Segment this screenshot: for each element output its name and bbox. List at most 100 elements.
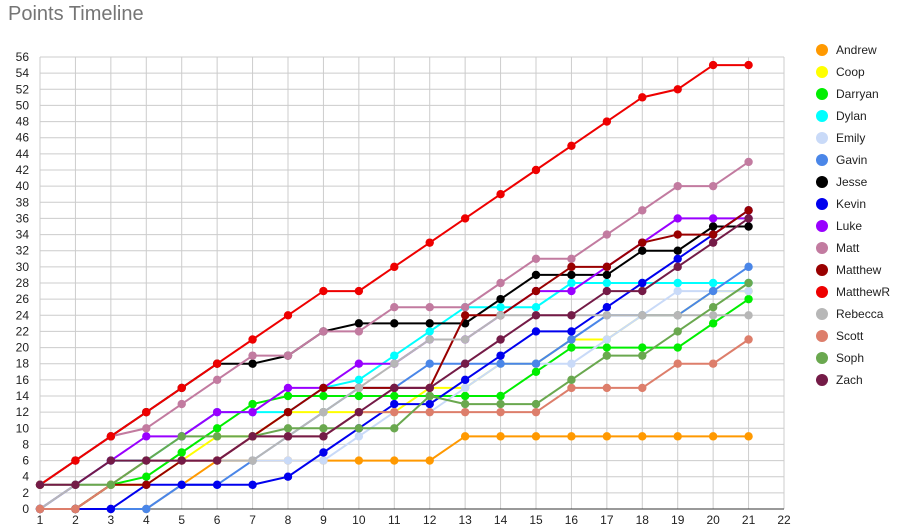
data-point <box>567 278 576 288</box>
data-point <box>602 303 612 312</box>
legend-item-gavin: Gavin <box>816 153 867 167</box>
data-point <box>460 303 470 312</box>
data-point <box>496 311 505 320</box>
data-point <box>638 238 647 247</box>
legend-marker <box>816 242 828 254</box>
data-point <box>354 456 364 465</box>
x-tick-label: 3 <box>108 513 115 527</box>
data-point <box>106 480 116 489</box>
x-tick-label: 17 <box>600 513 614 527</box>
data-point <box>673 327 682 336</box>
data-point <box>425 327 434 336</box>
legend-label: Scott <box>836 329 864 343</box>
x-tick-label: 6 <box>214 513 221 527</box>
data-point <box>425 303 434 312</box>
legend-label: Rebecca <box>836 307 884 321</box>
y-tick-label: 6 <box>22 454 29 468</box>
data-point <box>708 286 718 296</box>
legend-marker <box>816 110 828 122</box>
data-point <box>673 432 682 441</box>
data-point <box>567 432 576 441</box>
data-point <box>177 432 186 441</box>
data-point <box>602 311 612 320</box>
data-point <box>496 294 505 304</box>
data-point <box>35 504 45 514</box>
legend-marker <box>816 44 828 56</box>
y-tick-label: 2 <box>22 486 29 500</box>
data-point <box>496 303 505 312</box>
legend-marker <box>816 88 828 100</box>
data-point <box>638 343 647 352</box>
data-point <box>567 335 576 344</box>
data-point <box>638 351 647 360</box>
data-point <box>106 504 116 514</box>
data-point <box>319 407 328 417</box>
legend-item-dylan: Dylan <box>816 109 867 123</box>
data-point <box>71 480 80 489</box>
data-point <box>531 303 541 312</box>
y-tick-label: 24 <box>16 308 30 322</box>
data-point <box>212 359 222 368</box>
data-point <box>283 383 293 393</box>
y-tick-label: 8 <box>22 437 29 451</box>
legend-label: Gavin <box>836 153 867 167</box>
y-tick-label: 42 <box>16 163 30 177</box>
y-tick-label: 26 <box>16 292 30 306</box>
data-point <box>354 424 364 433</box>
x-tick-label: 9 <box>320 513 327 527</box>
data-point <box>283 432 293 441</box>
data-point <box>354 391 364 401</box>
data-point <box>744 206 753 215</box>
data-point <box>638 383 647 393</box>
data-point <box>142 456 151 465</box>
data-point <box>283 456 293 465</box>
data-point <box>283 407 293 417</box>
data-point <box>673 343 682 352</box>
x-tick-label: 10 <box>352 513 366 527</box>
data-point <box>567 141 576 150</box>
data-point <box>602 432 612 441</box>
legend-item-kevin: Kevin <box>816 197 866 211</box>
y-tick-label: 46 <box>16 131 30 145</box>
data-point <box>177 448 186 457</box>
data-point <box>390 391 399 401</box>
data-point <box>602 117 612 126</box>
data-point <box>673 359 682 368</box>
data-point <box>460 383 470 393</box>
data-point <box>708 278 718 288</box>
data-point <box>567 254 576 263</box>
data-point <box>248 359 257 368</box>
data-point <box>673 85 682 94</box>
data-point <box>602 278 612 288</box>
legend-label: Dylan <box>836 109 867 123</box>
x-tick-label: 7 <box>249 513 256 527</box>
data-point <box>212 456 222 465</box>
data-point <box>460 359 470 368</box>
data-point <box>354 327 364 336</box>
legend-label: Emily <box>836 131 865 145</box>
data-point <box>390 456 399 465</box>
data-point <box>602 262 612 272</box>
legend-marker <box>816 154 828 166</box>
data-point <box>319 456 328 465</box>
legend-label: MatthewR <box>836 285 890 299</box>
data-point <box>248 351 257 360</box>
data-point <box>567 383 576 393</box>
data-point <box>248 432 257 441</box>
data-point <box>460 407 470 417</box>
data-point <box>248 399 257 409</box>
data-point <box>602 230 612 239</box>
legend-marker <box>816 132 828 144</box>
data-point <box>744 222 753 231</box>
data-point <box>283 311 293 320</box>
data-point <box>567 359 576 368</box>
data-point <box>177 480 186 489</box>
data-point <box>744 60 753 70</box>
data-point <box>531 270 541 280</box>
data-point <box>602 286 612 296</box>
data-point <box>142 504 151 514</box>
y-tick-label: 56 <box>16 50 30 64</box>
data-point <box>460 214 470 223</box>
data-point <box>425 319 434 328</box>
